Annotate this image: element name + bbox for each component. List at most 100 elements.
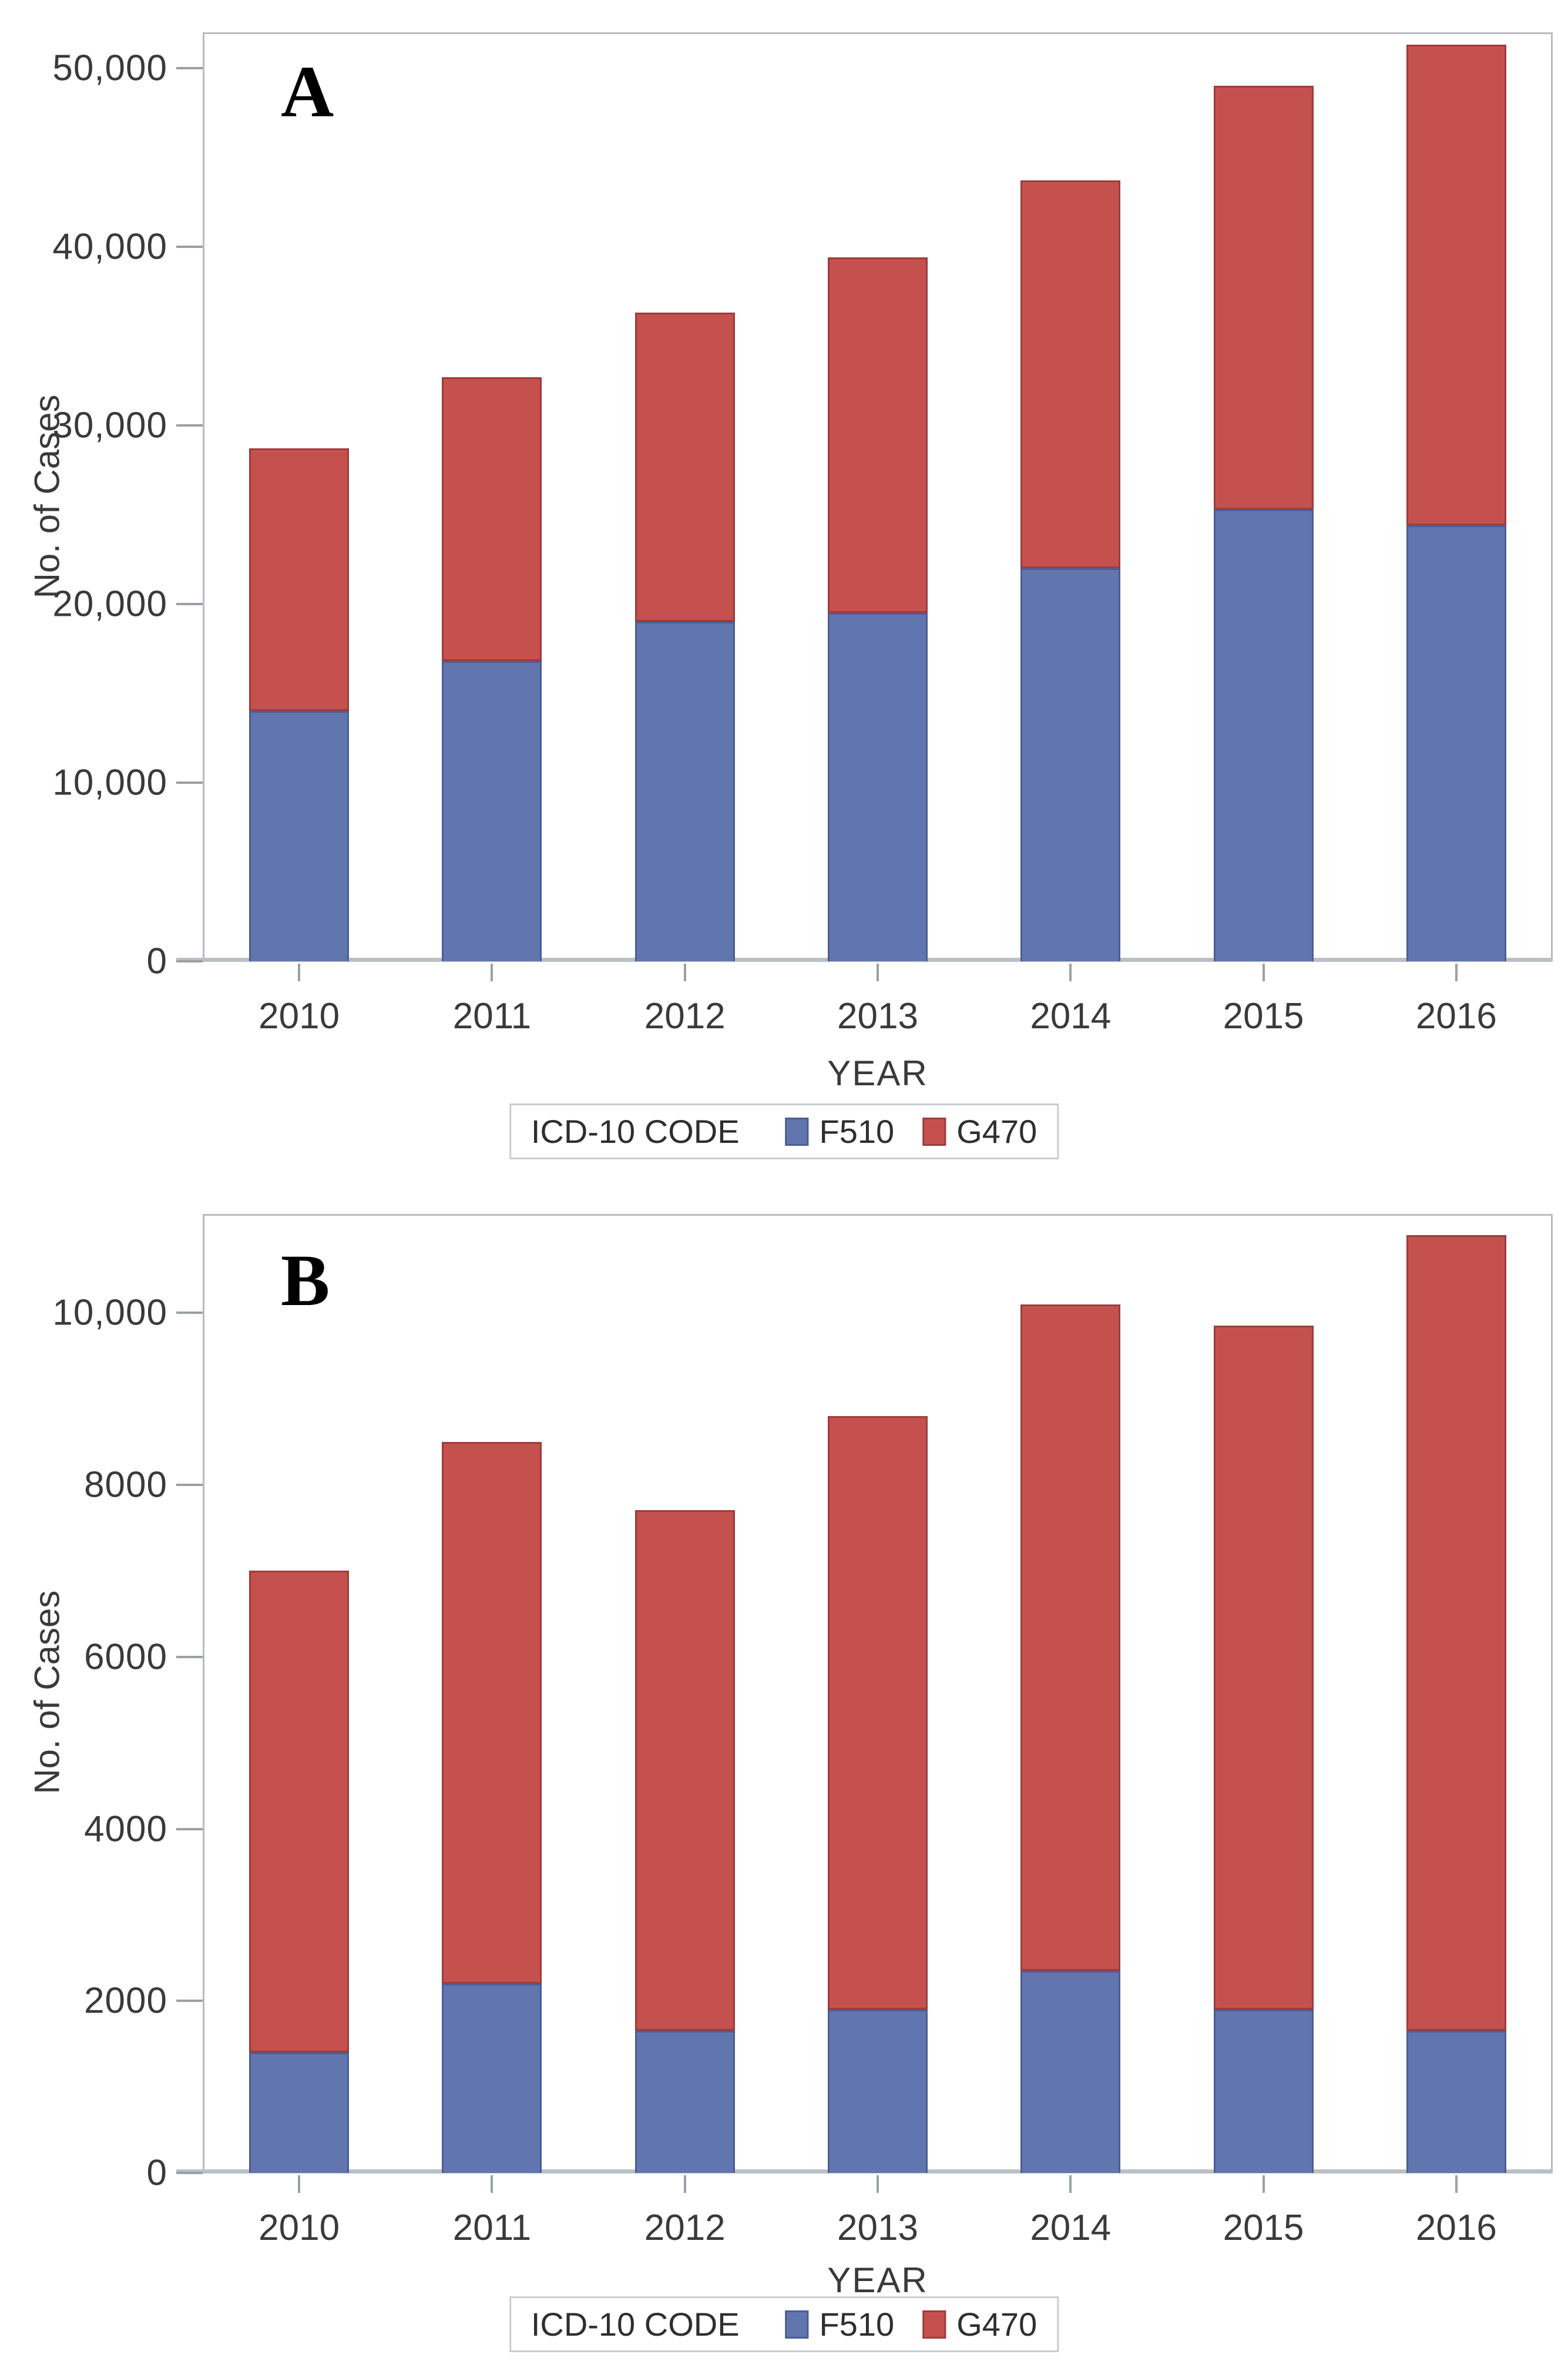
x-tick-mark (298, 2175, 301, 2193)
legend-title: ICD-10 CODE (530, 1113, 740, 1150)
y-tick-mark (176, 960, 203, 962)
x-category-label: 2010 (258, 2208, 340, 2248)
bar-segment-g470 (634, 1510, 735, 2031)
panel-label-a: A (281, 52, 334, 133)
x-category-label: 2015 (1223, 996, 1304, 1037)
y-tick-mark (176, 424, 203, 427)
bar-segment-f510 (249, 711, 350, 961)
legend-item-label: G470 (956, 2306, 1038, 2343)
legend-item-label: F510 (819, 2306, 895, 2343)
bar-segment-f510 (1406, 525, 1506, 961)
x-tick-mark (683, 964, 686, 981)
bar-segment-g470 (828, 257, 928, 613)
y-tick-label: 50,000 (52, 48, 167, 89)
bar-segment-g470 (1020, 180, 1121, 568)
y-tick-label: 0 (146, 941, 167, 982)
legend-swatch-g470 (922, 1117, 946, 1146)
bar-segment-f510 (634, 2031, 735, 2173)
bar-segment-g470 (1406, 1235, 1506, 2031)
x-tick-mark (1262, 964, 1265, 981)
y-axis-title-panel-a: No. of Cases (27, 394, 67, 599)
x-category-label: 2014 (1030, 2208, 1112, 2248)
bar-segment-f510 (1213, 2010, 1314, 2173)
x-category-label: 2013 (837, 2208, 918, 2248)
y-tick-mark (176, 781, 203, 784)
bar-segment-f510 (1020, 568, 1121, 961)
y-tick-label: 40,000 (52, 226, 167, 267)
x-category-label: 2014 (1030, 996, 1112, 1037)
y-tick-label: 2000 (84, 1980, 167, 2021)
y-tick-label: 30,000 (52, 405, 167, 446)
panel-label-b: B (281, 1240, 330, 1321)
x-tick-mark (1455, 2175, 1458, 2193)
bar-segment-g470 (1020, 1304, 1121, 1971)
bar-segment-f510 (442, 1984, 542, 2173)
x-category-label: 2012 (644, 2208, 726, 2248)
x-category-label: 2013 (837, 996, 918, 1037)
y-tick-mark (176, 245, 203, 248)
legend-item-label: G470 (956, 1113, 1038, 1150)
legend-swatch-f510 (785, 2310, 809, 2339)
legend-item-g470: G470 (922, 1112, 1037, 1151)
legend-item-label: F510 (819, 1113, 895, 1150)
x-tick-mark (877, 2175, 879, 2193)
x-category-label: 2011 (452, 996, 532, 1037)
y-tick-mark (176, 2000, 203, 2003)
y-tick-label: 8000 (84, 1464, 167, 1505)
y-tick-mark (176, 2172, 203, 2174)
bar-segment-g470 (1213, 86, 1314, 509)
legend-swatch-f510 (785, 1117, 809, 1146)
x-category-label: 2010 (258, 996, 340, 1037)
y-axis-title-panel-b: No. of Cases (27, 1590, 67, 1795)
x-category-label: 2012 (644, 996, 726, 1037)
legend-title: ICD-10 CODE (530, 2306, 740, 2343)
y-tick-label: 6000 (84, 1636, 167, 1678)
y-tick-mark (176, 1484, 203, 1487)
legend-item-f510: F510 (785, 2305, 895, 2343)
x-tick-mark (298, 964, 301, 981)
x-tick-mark (877, 964, 879, 981)
x-category-label: 2016 (1415, 2208, 1497, 2248)
x-category-label: 2016 (1415, 996, 1497, 1037)
bar-segment-g470 (442, 377, 542, 661)
legend-item-g470: G470 (922, 2305, 1037, 2343)
bar-segment-g470 (1406, 45, 1506, 525)
bar-segment-f510 (828, 2010, 928, 2173)
bar-segment-g470 (249, 448, 350, 711)
y-tick-label: 20,000 (52, 583, 167, 625)
y-tick-mark (176, 1655, 203, 1658)
bar-segment-f510 (634, 622, 735, 961)
bar-segment-f510 (828, 613, 928, 961)
bar-segment-f510 (1213, 509, 1314, 961)
bar-segment-g470 (442, 1442, 542, 1984)
bar-segment-g470 (828, 1416, 928, 2010)
x-tick-mark (491, 2175, 493, 2193)
x-tick-mark (1069, 964, 1072, 981)
x-tick-mark (1262, 2175, 1265, 2193)
bar-segment-f510 (1406, 2031, 1506, 2173)
x-tick-mark (683, 2175, 686, 2193)
x-axis-title-panel-b: YEAR (827, 2260, 928, 2300)
bar-segment-f510 (249, 2052, 350, 2173)
x-category-label: 2011 (452, 2208, 532, 2248)
x-tick-mark (1069, 2175, 1072, 2193)
legend-box-panel-b: ICD-10 CODE F510 G470 (509, 2296, 1059, 2352)
y-tick-mark (176, 1827, 203, 1830)
y-tick-label: 4000 (84, 1809, 167, 1850)
bar-segment-g470 (1213, 1326, 1314, 2010)
y-tick-mark (176, 66, 203, 69)
y-tick-mark (176, 1312, 203, 1314)
y-tick-label: 10,000 (52, 762, 167, 803)
bar-segment-f510 (1020, 1971, 1121, 2173)
bar-segment-g470 (249, 1571, 350, 2052)
y-tick-label: 10,000 (52, 1292, 167, 1333)
x-category-label: 2015 (1223, 2208, 1304, 2248)
bar-segment-f510 (442, 661, 542, 961)
y-tick-label: 0 (146, 2152, 167, 2193)
x-tick-mark (1455, 964, 1458, 981)
legend-box-panel-a: ICD-10 CODE F510 G470 (509, 1103, 1059, 1159)
x-axis-title-panel-a: YEAR (827, 1054, 928, 1093)
legend-item-f510: F510 (785, 1112, 895, 1151)
y-tick-mark (176, 602, 203, 605)
